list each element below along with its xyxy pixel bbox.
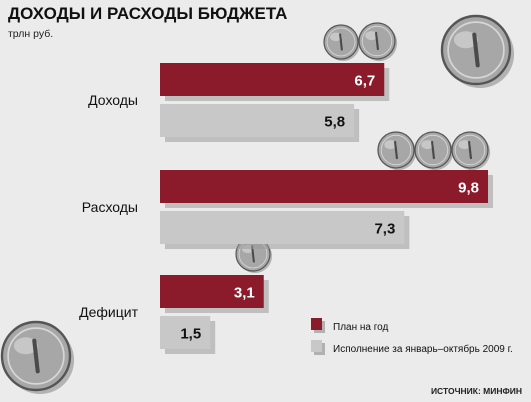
coin-numeral — [468, 140, 472, 160]
coin-rim — [326, 27, 356, 57]
source-note: ИСТОЧНИК: МИНФИН — [431, 386, 522, 396]
bar-plan — [160, 170, 488, 203]
coin-icon — [377, 131, 417, 171]
unit-label: трлн руб. — [8, 28, 53, 40]
bar-actual — [160, 211, 405, 244]
category-label: Дефицит — [79, 304, 138, 320]
bar-plan — [160, 63, 385, 96]
coin-icon — [323, 24, 361, 62]
coin-highlight — [453, 31, 478, 49]
coin-numeral — [394, 140, 398, 160]
legend-label: Исполнение за январь–октябрь 2009 г. — [333, 343, 513, 355]
coin-rim — [454, 134, 486, 166]
coin-numeral — [472, 32, 480, 68]
coin-rim — [380, 134, 412, 166]
data-label: 6,7 — [354, 73, 375, 90]
coin-numeral — [339, 33, 343, 51]
coin-highlight — [458, 140, 471, 150]
legend-swatch — [311, 340, 322, 352]
coin-numeral — [431, 140, 435, 160]
coin-highlight — [421, 140, 434, 150]
data-label: 7,3 — [374, 221, 395, 238]
coin-decorations — [0, 14, 515, 395]
coin-icon — [451, 131, 491, 171]
bars-group: Доходы 6,7 5,8 Расходы 9,8 7,3 Дефицит 3,1 1,5 — [79, 63, 493, 354]
coin-rim — [7, 327, 65, 385]
bar-actual — [160, 316, 211, 349]
legend-label: План на год — [333, 322, 389, 333]
coin-numeral — [375, 31, 379, 51]
coin-highlight — [13, 337, 38, 355]
coin-rim — [417, 134, 449, 166]
bar-actual — [160, 104, 355, 137]
category-label: Доходы — [88, 92, 138, 108]
coin-icon — [440, 14, 515, 89]
coin-rim — [447, 21, 505, 79]
legend-swatch — [311, 318, 322, 330]
coin-highlight — [384, 140, 397, 150]
legend: План на год Исполнение за январь–октябрь … — [311, 318, 513, 355]
category-label: Расходы — [82, 199, 138, 215]
coin-icon — [414, 131, 454, 171]
chart-title: ДОХОДЫ И РАСХОДЫ БЮДЖЕТА — [8, 4, 287, 23]
data-label: 1,5 — [180, 326, 201, 343]
coin-icon — [0, 320, 75, 395]
bar-plan — [160, 275, 264, 308]
data-label: 3,1 — [234, 285, 255, 302]
data-label: 5,8 — [324, 114, 345, 131]
coin-highlight — [365, 31, 378, 41]
data-label: 9,8 — [458, 180, 479, 197]
coin-icon — [358, 22, 398, 62]
coin-highlight — [329, 32, 342, 42]
coin-rim — [361, 25, 393, 57]
coin-numeral — [32, 338, 40, 374]
